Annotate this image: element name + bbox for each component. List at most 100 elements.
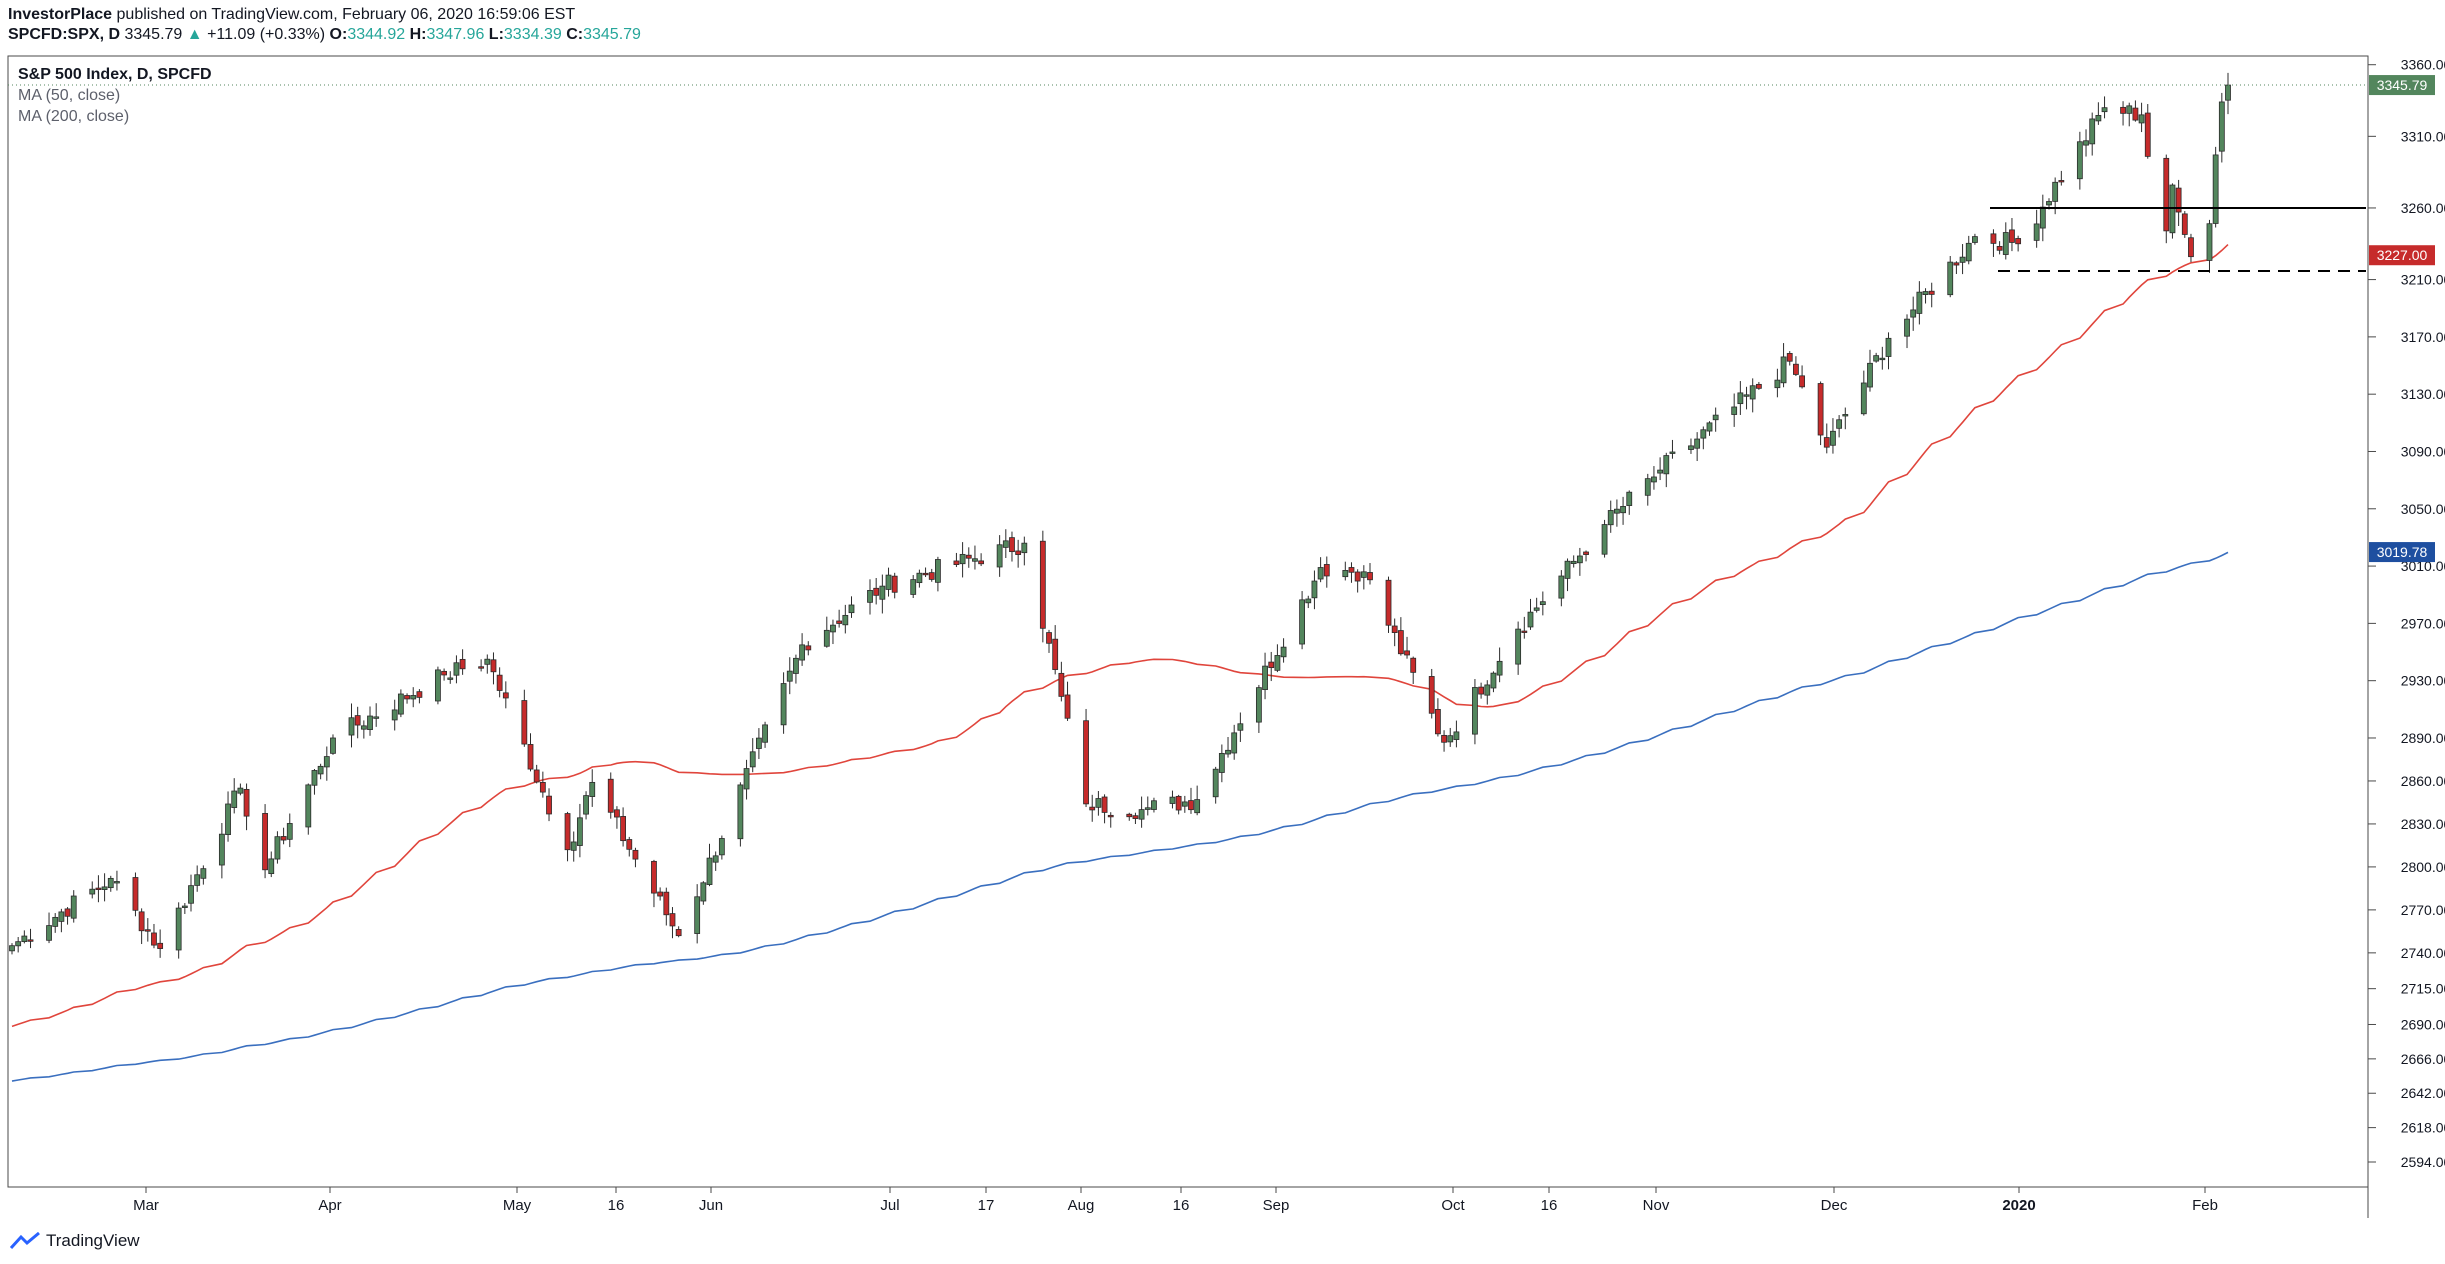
candle[interactable]	[663, 887, 670, 926]
candle[interactable]	[607, 772, 614, 819]
candle[interactable]	[1052, 625, 1059, 675]
candle[interactable]	[1101, 794, 1108, 824]
candle[interactable]	[1922, 288, 1929, 304]
candle[interactable]	[484, 654, 491, 674]
candle[interactable]	[447, 671, 454, 684]
candle[interactable]	[1990, 229, 1997, 257]
candle[interactable]	[225, 791, 231, 842]
candle[interactable]	[694, 884, 701, 944]
candle[interactable]	[1175, 794, 1182, 815]
candle[interactable]	[1015, 539, 1022, 568]
candle[interactable]	[2225, 72, 2231, 115]
candle[interactable]	[793, 654, 799, 684]
candle[interactable]	[1607, 500, 1614, 533]
candle[interactable]	[1132, 812, 1139, 825]
candle[interactable]	[478, 659, 485, 672]
candle[interactable]	[286, 813, 293, 848]
candle[interactable]	[823, 616, 830, 648]
candle[interactable]	[1786, 351, 1793, 366]
candle[interactable]	[1867, 349, 1873, 392]
candle[interactable]	[1601, 519, 1608, 558]
candle[interactable]	[570, 831, 577, 862]
candle[interactable]	[373, 703, 380, 727]
candle[interactable]	[2058, 170, 2065, 186]
candle[interactable]	[848, 596, 855, 618]
candle[interactable]	[891, 572, 898, 599]
candle[interactable]	[755, 728, 762, 760]
candle[interactable]	[188, 874, 194, 912]
candles[interactable]	[9, 72, 2231, 959]
candle[interactable]	[651, 859, 657, 908]
candle[interactable]	[1712, 407, 1719, 432]
candle[interactable]	[657, 887, 664, 901]
candle[interactable]	[1996, 241, 2003, 255]
candle[interactable]	[2076, 131, 2083, 190]
candle[interactable]	[1009, 531, 1015, 562]
candle[interactable]	[2002, 222, 2009, 260]
candle[interactable]	[2144, 104, 2151, 159]
candle[interactable]	[1064, 681, 1071, 721]
candle[interactable]	[632, 847, 639, 868]
candle[interactable]	[502, 681, 509, 709]
candle[interactable]	[268, 851, 275, 878]
candle[interactable]	[1089, 794, 1096, 822]
candle[interactable]	[1817, 381, 1824, 446]
candle[interactable]	[453, 655, 460, 684]
candle[interactable]	[1231, 724, 1238, 760]
candle[interactable]	[1620, 496, 1626, 525]
ma200-legend[interactable]: MA (200, close)	[18, 108, 130, 125]
candle[interactable]	[1058, 661, 1065, 702]
candle[interactable]	[1305, 595, 1312, 609]
candle[interactable]	[459, 649, 466, 675]
candle[interactable]	[996, 535, 1003, 577]
candle[interactable]	[910, 575, 917, 599]
candle[interactable]	[583, 791, 589, 820]
candle[interactable]	[842, 604, 849, 634]
candle[interactable]	[218, 823, 225, 879]
candle[interactable]	[2132, 100, 2139, 122]
candle[interactable]	[348, 703, 355, 748]
candle[interactable]	[1002, 529, 1009, 559]
candle[interactable]	[799, 633, 806, 666]
candle[interactable]	[1472, 679, 1478, 745]
tradingview-footer[interactable]: TradingView	[10, 1231, 140, 1251]
candle[interactable]	[1885, 332, 1892, 370]
candle[interactable]	[367, 706, 373, 736]
candle[interactable]	[1083, 708, 1089, 808]
candle[interactable]	[1737, 381, 1744, 415]
candle[interactable]	[391, 699, 398, 731]
candle[interactable]	[1095, 791, 1102, 816]
candle[interactable]	[1626, 490, 1633, 515]
candle[interactable]	[1021, 536, 1028, 566]
candle[interactable]	[1280, 638, 1287, 663]
candle[interactable]	[539, 771, 546, 798]
candle[interactable]	[1348, 562, 1355, 583]
candle[interactable]	[1644, 473, 1651, 506]
candle[interactable]	[1441, 730, 1447, 752]
candle[interactable]	[533, 764, 540, 784]
candle[interactable]	[52, 913, 59, 933]
candle[interactable]	[1830, 418, 1836, 454]
candle[interactable]	[786, 657, 793, 695]
candle[interactable]	[675, 926, 682, 938]
candle[interactable]	[1255, 684, 1262, 733]
candle[interactable]	[1151, 797, 1157, 813]
candle[interactable]	[1663, 452, 1670, 488]
candle[interactable]	[1823, 423, 1830, 454]
candle[interactable]	[2089, 112, 2096, 156]
candle[interactable]	[1836, 415, 1843, 438]
candle[interactable]	[64, 907, 71, 925]
candle[interactable]	[1947, 255, 1954, 298]
candle[interactable]	[138, 908, 145, 945]
candle[interactable]	[965, 547, 972, 568]
candle[interactable]	[1515, 621, 1522, 675]
candle[interactable]	[1657, 457, 1664, 481]
price-axis[interactable]: 3360.00 3310.00 3260.00 3210.00 3170.00 3130.…	[2368, 57, 2445, 1170]
candle[interactable]	[867, 579, 873, 615]
candle[interactable]	[1749, 378, 1756, 413]
candle[interactable]	[1576, 547, 1583, 576]
candle[interactable]	[144, 918, 151, 942]
ma50-line[interactable]	[11, 244, 2229, 1028]
level-lines[interactable]	[8, 84, 2368, 272]
